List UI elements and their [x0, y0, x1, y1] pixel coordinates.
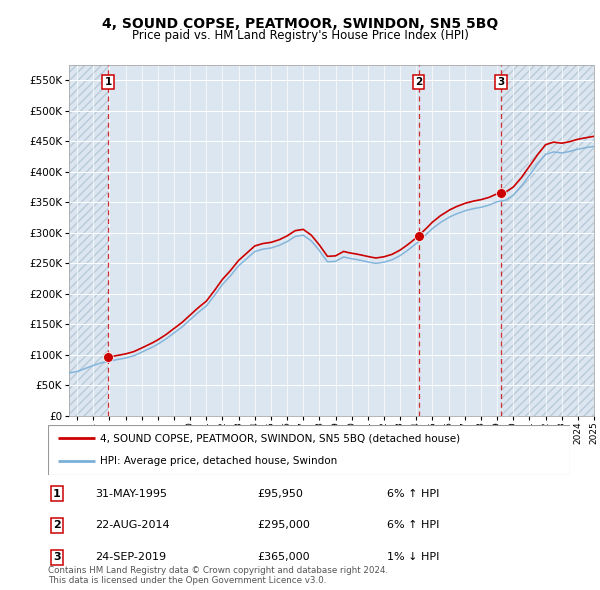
Text: 4, SOUND COPSE, PEATMOOR, SWINDON, SN5 5BQ (detached house): 4, SOUND COPSE, PEATMOOR, SWINDON, SN5 5…	[100, 433, 460, 443]
Text: Contains HM Land Registry data © Crown copyright and database right 2024.
This d: Contains HM Land Registry data © Crown c…	[48, 566, 388, 585]
Text: HPI: Average price, detached house, Swindon: HPI: Average price, detached house, Swin…	[100, 457, 337, 467]
Text: 24-SEP-2019: 24-SEP-2019	[95, 552, 166, 562]
Text: £95,950: £95,950	[257, 489, 302, 499]
Text: 22-AUG-2014: 22-AUG-2014	[95, 520, 170, 530]
Point	[103, 353, 113, 362]
Text: 2: 2	[53, 520, 61, 530]
Text: 3: 3	[53, 552, 61, 562]
Text: 6% ↑ HPI: 6% ↑ HPI	[388, 489, 440, 499]
Point	[496, 188, 506, 198]
Text: 4, SOUND COPSE, PEATMOOR, SWINDON, SN5 5BQ: 4, SOUND COPSE, PEATMOOR, SWINDON, SN5 5…	[102, 17, 498, 31]
Text: 31-MAY-1995: 31-MAY-1995	[95, 489, 167, 499]
Text: 1: 1	[104, 77, 112, 87]
Point	[414, 231, 424, 241]
Text: 3: 3	[497, 77, 505, 87]
Text: 1% ↓ HPI: 1% ↓ HPI	[388, 552, 440, 562]
Text: £365,000: £365,000	[257, 552, 310, 562]
Text: 1: 1	[53, 489, 61, 499]
Text: 6% ↑ HPI: 6% ↑ HPI	[388, 520, 440, 530]
Text: 2: 2	[415, 77, 422, 87]
Text: Price paid vs. HM Land Registry's House Price Index (HPI): Price paid vs. HM Land Registry's House …	[131, 30, 469, 42]
Text: £295,000: £295,000	[257, 520, 310, 530]
